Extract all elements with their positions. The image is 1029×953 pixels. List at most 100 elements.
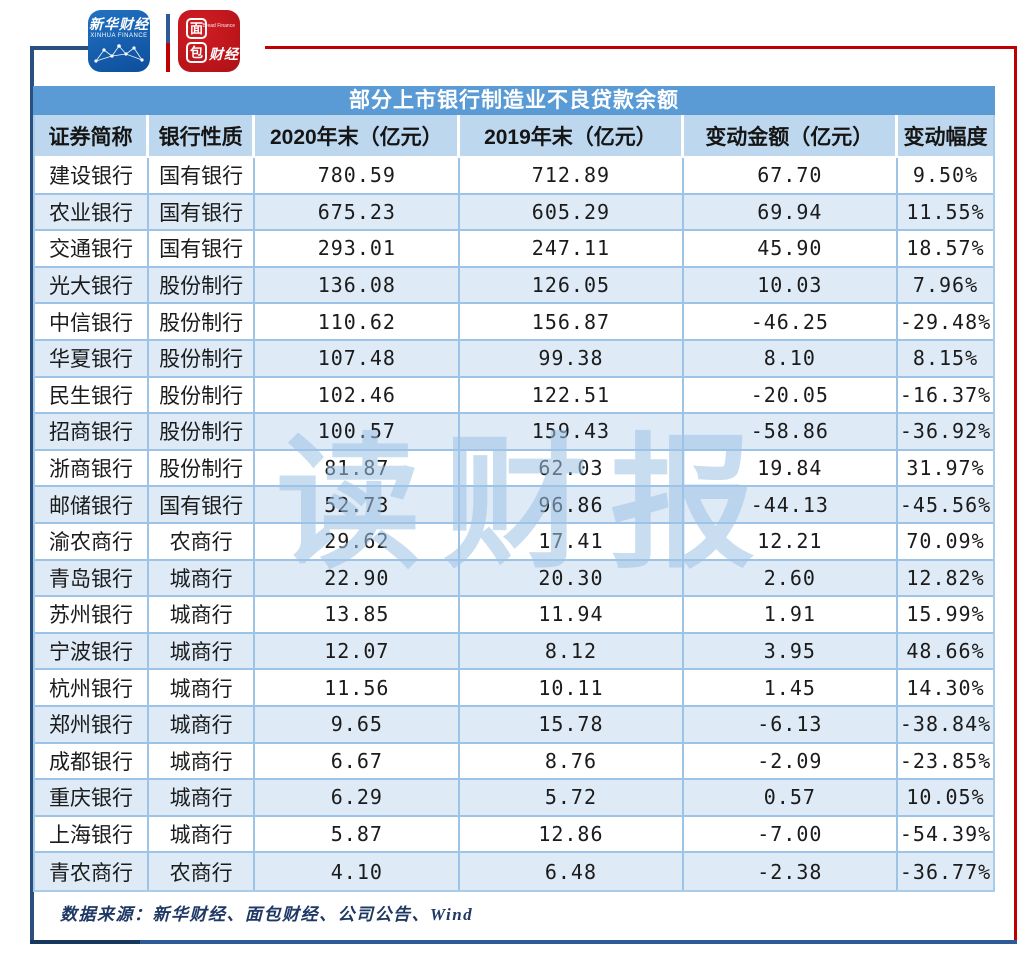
value-2020-cell: 12.07: [255, 633, 461, 671]
table-row: 浙商银行 股份制行 81.87 62.03 19.84 31.97%: [35, 450, 993, 488]
change-amount-cell: 2.60: [683, 560, 899, 598]
bank-name-cell: 建设银行: [35, 158, 149, 195]
value-2020-cell: 4.10: [255, 853, 461, 890]
change-percent-cell: 70.09%: [898, 524, 993, 561]
table-row: 苏州银行 城商行 13.85 11.94 1.91 15.99%: [35, 597, 993, 634]
frame-top-left-line: [30, 46, 88, 50]
xinhua-logo-name: 新华财经: [89, 16, 149, 32]
bread-logo-caijing: 财经: [209, 46, 239, 62]
change-amount-cell: 45.90: [683, 231, 899, 268]
value-2019-cell: 12.86: [460, 816, 684, 854]
value-2019-cell: 156.87: [460, 304, 684, 341]
change-percent-cell: 11.55%: [898, 195, 993, 232]
bank-type-cell: 股份制行: [149, 340, 256, 378]
value-2019-cell: 159.43: [460, 414, 684, 451]
table-title: 部分上市银行制造业不良贷款余额: [33, 86, 995, 115]
column-header-2020: 2020年末（亿元）: [255, 115, 461, 158]
change-amount-cell: -7.00: [683, 816, 899, 854]
xinhua-logo-subtitle: XINHUA FINANCE: [90, 33, 148, 39]
frame-top-right-line: [265, 46, 1017, 49]
table-row: 杭州银行 城商行 11.56 10.11 1.45 14.30%: [35, 670, 993, 707]
change-percent-cell: -16.37%: [898, 378, 993, 415]
npl-table: 部分上市银行制造业不良贷款余额 证券简称 银行性质 2020年末（亿元） 2019年末…: [33, 86, 995, 892]
value-2019-cell: 62.03: [460, 450, 684, 488]
value-2019-cell: 15.78: [460, 706, 684, 744]
value-2019-cell: 96.86: [460, 487, 684, 524]
change-percent-cell: 10.05%: [898, 780, 993, 817]
value-2019-cell: 8.12: [460, 633, 684, 671]
change-amount-cell: 10.03: [683, 267, 899, 305]
bank-name-cell: 成都银行: [35, 743, 149, 781]
change-percent-cell: 15.99%: [898, 597, 993, 634]
change-amount-cell: -2.38: [684, 853, 899, 890]
change-percent-cell: 48.66%: [898, 634, 993, 671]
value-2019-cell: 17.41: [460, 523, 684, 561]
change-amount-cell: 12.21: [683, 523, 899, 561]
bank-name-cell: 渝农商行: [35, 523, 149, 561]
bank-name-cell: 招商银行: [35, 414, 149, 451]
table-row: 招商银行 股份制行 100.57 159.43 -58.86 -36.92%: [35, 414, 993, 451]
bank-type-cell: 农商行: [149, 853, 256, 890]
change-percent-cell: 12.82%: [898, 561, 993, 598]
bank-type-cell: 国有银行: [149, 194, 256, 232]
bank-type-cell: 股份制行: [149, 450, 256, 488]
value-2020-cell: 102.46: [255, 377, 461, 415]
table-row: 郑州银行 城商行 9.65 15.78 -6.13 -38.84%: [35, 706, 993, 744]
bank-type-cell: 股份制行: [149, 377, 256, 415]
change-amount-cell: 1.91: [683, 597, 899, 634]
bank-type-cell: 城商行: [149, 706, 256, 744]
value-2019-cell: 10.11: [460, 670, 684, 707]
bank-name-cell: 光大银行: [35, 267, 149, 305]
bank-name-cell: 浙商银行: [35, 450, 149, 488]
bank-type-cell: 城商行: [149, 743, 256, 781]
value-2020-cell: 100.57: [255, 414, 461, 451]
change-percent-cell: -45.56%: [898, 487, 993, 524]
table-row: 成都银行 城商行 6.67 8.76 -2.09 -23.85%: [35, 743, 993, 781]
value-2019-cell: 11.94: [460, 597, 684, 634]
column-header-2019: 2019年末（亿元）: [460, 115, 684, 158]
value-2020-cell: 22.90: [255, 560, 461, 598]
change-amount-cell: -44.13: [683, 487, 899, 524]
value-2020-cell: 110.62: [255, 304, 461, 341]
table-row: 华夏银行 股份制行 107.48 99.38 8.10 8.15%: [35, 340, 993, 378]
bread-logo-bao-glyph: 包: [186, 42, 207, 63]
value-2020-cell: 5.87: [255, 816, 461, 854]
bank-type-cell: 股份制行: [149, 304, 256, 341]
change-amount-cell: 8.10: [683, 340, 899, 378]
table-row: 青农商行 农商行 4.10 6.48 -2.38 -36.77%: [35, 853, 993, 890]
bank-name-cell: 杭州银行: [35, 670, 149, 707]
logo-divider: [166, 14, 170, 72]
value-2020-cell: 9.65: [255, 706, 461, 744]
value-2020-cell: 13.85: [255, 597, 461, 634]
table-grid: 证券简称 银行性质 2020年末（亿元） 2019年末（亿元） 变动金额（亿元） 变动幅度…: [33, 115, 995, 892]
change-percent-cell: 7.96%: [898, 268, 993, 305]
value-2020-cell: 6.67: [255, 743, 461, 781]
table-row: 农业银行 国有银行 675.23 605.29 69.94 11.55%: [35, 194, 993, 232]
change-percent-cell: 31.97%: [898, 451, 993, 488]
bank-name-cell: 青农商行: [35, 853, 149, 890]
divider-red-segment: [166, 43, 170, 72]
table-row: 上海银行 城商行 5.87 12.86 -7.00 -54.39%: [35, 816, 993, 854]
bread-logo-subtext: Bread Finance: [202, 23, 235, 29]
value-2019-cell: 122.51: [460, 377, 684, 415]
bank-type-cell: 城商行: [149, 633, 256, 671]
bank-type-cell: 农商行: [149, 523, 256, 561]
value-2019-cell: 20.30: [460, 560, 684, 598]
change-percent-cell: -36.77%: [899, 859, 992, 884]
value-2019-cell: 247.11: [460, 231, 684, 268]
bread-logo-mian-glyph: 面: [186, 18, 207, 39]
column-header-change-amount: 变动金额（亿元）: [683, 115, 899, 158]
change-amount-cell: 3.95: [683, 633, 899, 671]
change-amount-cell: 0.57: [683, 780, 899, 817]
bank-type-cell: 国有银行: [149, 158, 256, 195]
frame-bottom-line: [30, 940, 1017, 944]
bank-name-cell: 青岛银行: [35, 560, 149, 598]
bank-type-cell: 城商行: [149, 780, 256, 817]
value-2020-cell: 675.23: [255, 194, 461, 232]
value-2020-cell: 52.73: [255, 487, 461, 524]
value-2019-cell: 712.89: [460, 158, 684, 195]
divider-blue-segment: [166, 14, 170, 43]
constellation-network-icon: [94, 44, 144, 63]
table-row: 中信银行 股份制行 110.62 156.87 -46.25 -29.48%: [35, 304, 993, 341]
